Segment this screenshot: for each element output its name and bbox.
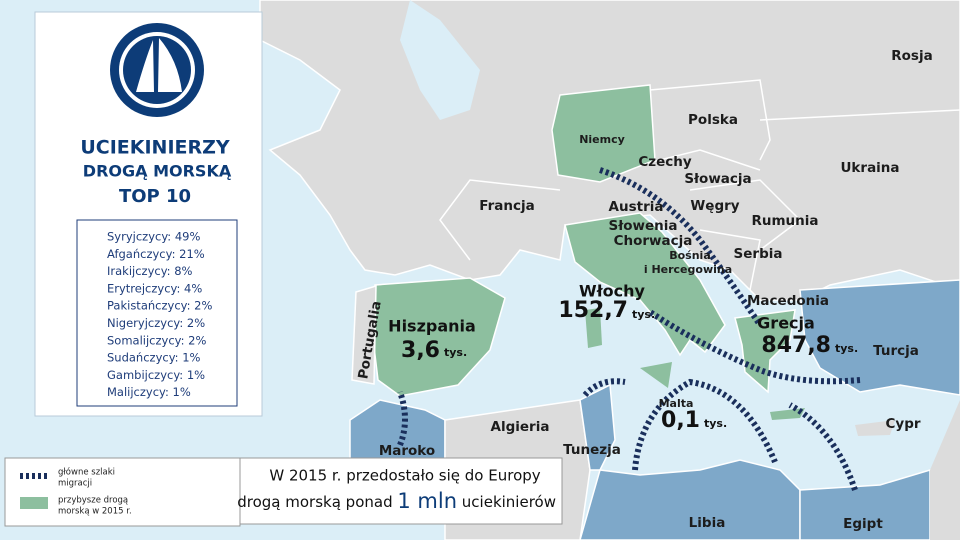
tunisia — [579, 383, 616, 471]
country-label: Turcja — [873, 343, 919, 359]
borders — [439, 79, 960, 291]
list-item: Syryjczycy: 49% — [107, 230, 200, 244]
logo-inner — [123, 36, 191, 104]
arrival-value: 847,8 — [761, 333, 831, 358]
arrival-country: Hiszpania — [388, 317, 476, 336]
list-item: Erytrejczycy: 4% — [107, 281, 202, 295]
country-label: i Hercegowina — [644, 263, 732, 276]
country-label: Libia — [689, 515, 726, 531]
footer: W 2015 r. przedostało się do Europy drog… — [237, 457, 563, 525]
list-item: Sudańczycy: 1% — [107, 351, 201, 365]
legend: główne szlaki migracji przybysze drogą m… — [4, 457, 241, 527]
middle-east — [930, 400, 960, 540]
nationality-list: Syryjczycy: 49% Afgańczycy: 21% Irakijczyc… — [107, 230, 212, 400]
country-label: Serbia — [734, 246, 783, 262]
panel-title: DROGĄ MORSKĄ — [83, 162, 232, 181]
legend-label: migracji — [58, 479, 92, 489]
arrival-value: 0,1 — [661, 408, 700, 433]
country-labels: Rosja Polska Ukraina Niemcy Czechy Słowa… — [355, 48, 932, 532]
country-label: Chorwacja — [614, 233, 693, 249]
arrival-value: 152,7 — [558, 298, 628, 323]
country-label: Maroko — [379, 443, 435, 459]
legend-label: morską w 2015 r. — [58, 507, 132, 517]
country-label: Tunezja — [563, 442, 621, 458]
turkey — [799, 279, 960, 396]
route — [599, 167, 763, 327]
germany — [551, 84, 656, 183]
libya — [579, 459, 801, 540]
arrival-unit: tys. — [835, 342, 858, 355]
logo-sails — [136, 38, 182, 92]
arrival-country: Malta — [659, 397, 694, 410]
arrival-unit: tys. — [632, 308, 655, 321]
country-label: Rumunia — [751, 213, 818, 229]
arrival-unit: tys. — [444, 346, 467, 359]
country-label: Czechy — [638, 154, 692, 170]
list-item: Nigeryjczycy: 2% — [107, 316, 205, 330]
country-label: Cypr — [885, 416, 920, 432]
sardinia — [585, 308, 602, 348]
panel-title: UCIEKINIERZY — [80, 137, 230, 159]
footer-text: W 2015 r. przedostało się do Europy — [269, 467, 540, 485]
sicily — [640, 362, 672, 388]
arrival-labels: Hiszpania 3,6 tys. Włochy 152,7 tys. Gre… — [388, 282, 858, 434]
country-label: Słowacja — [684, 171, 751, 187]
footer-text: uciekinierów — [462, 493, 556, 511]
arrival-unit: tys. — [704, 417, 727, 430]
footer-text: drogą morską ponad — [237, 493, 392, 511]
list-item: Malijczycy: 1% — [107, 385, 191, 399]
crete — [770, 408, 805, 420]
list-item: Afgańczycy: 21% — [107, 247, 205, 261]
italy — [564, 212, 726, 357]
footer-box — [239, 457, 563, 525]
legend-box — [4, 457, 241, 527]
route — [397, 390, 408, 447]
route — [632, 378, 778, 471]
country-label: Węgry — [690, 198, 739, 214]
list-item: Pakistańczycy: 2% — [107, 299, 212, 313]
portugal — [351, 284, 377, 385]
footer-text: drogą morską ponad 1 mln uciekinierów — [237, 489, 556, 513]
list-item: Gambijczycy: 1% — [107, 368, 205, 382]
country-label: Rosja — [891, 48, 932, 64]
arrival-country: Włochy — [579, 282, 645, 301]
arrival-value: 3,6 — [401, 338, 440, 363]
legend-label: główne szlaki — [58, 467, 115, 478]
list-box — [76, 219, 238, 407]
country-label: Bośnia — [669, 249, 711, 262]
panel-title: TOP 10 — [119, 186, 191, 207]
footer-highlight: 1 mln — [397, 489, 457, 513]
top10-panel: UCIEKINIERZY DROGĄ MORSKĄ TOP 10 Syryjcz… — [34, 11, 263, 417]
country-label: Macedonia — [747, 293, 829, 309]
country-label: Algieria — [491, 419, 550, 435]
country-label: Francja — [479, 198, 534, 214]
route — [788, 402, 858, 491]
country-label: Ukraina — [840, 160, 899, 176]
country-label: Polska — [688, 112, 738, 128]
list-item: Somalijczycy: 2% — [107, 333, 206, 347]
legend-label: przybysze drogą — [58, 496, 128, 506]
country-label: Egipt — [843, 516, 883, 532]
arrival-country: Grecja — [757, 314, 815, 333]
sea-inlet — [400, 0, 480, 120]
legend-arrival-symbol — [20, 497, 48, 509]
list-item: Irakijczycy: 8% — [107, 264, 193, 278]
cyprus — [855, 420, 895, 436]
country-label: Niemcy — [579, 133, 625, 146]
country-label: Słowenia — [609, 218, 678, 234]
country-label: Austria — [609, 199, 664, 215]
